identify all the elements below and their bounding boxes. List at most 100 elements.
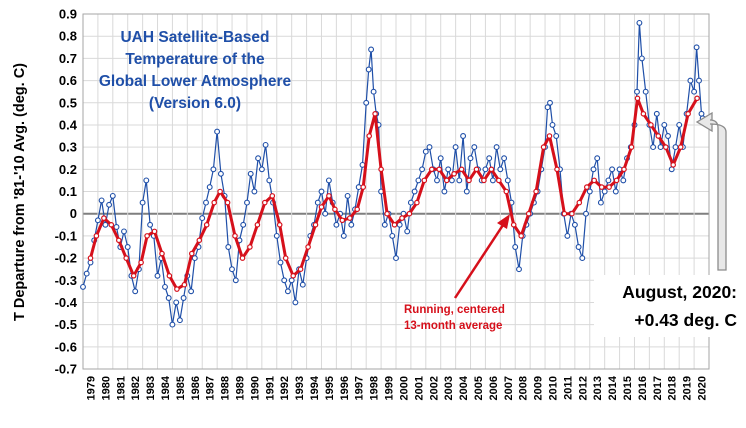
y-tick-label: 0.7 <box>59 51 77 66</box>
average-point <box>181 281 188 288</box>
monthly-point <box>165 295 172 301</box>
average-point <box>677 144 684 150</box>
average-point <box>261 199 268 206</box>
monthly-point <box>434 177 440 184</box>
monthly-point <box>284 288 291 295</box>
monthly-point <box>471 144 478 151</box>
monthly-point <box>437 155 444 162</box>
x-tick-label: 2004 <box>458 375 470 400</box>
x-tick-label: 2006 <box>488 376 500 400</box>
monthly-point <box>229 266 235 273</box>
monthly-point <box>544 104 551 111</box>
monthly-point <box>365 66 372 73</box>
y-tick-label: 0.6 <box>59 73 77 88</box>
plot-frame <box>82 13 710 370</box>
average-point <box>151 228 158 235</box>
monthly-point <box>575 244 582 250</box>
average-point <box>670 162 677 168</box>
monthly-point <box>98 197 105 204</box>
x-tick-label: 2012 <box>577 376 589 400</box>
average-point <box>312 222 319 228</box>
monthly-point <box>225 244 232 250</box>
monthly-point <box>594 155 601 162</box>
x-tick-label: 1993 <box>294 376 306 400</box>
monthly-point <box>258 166 265 173</box>
x-tick-label: 2020 <box>697 376 709 400</box>
x-tick-label: 2008 <box>518 376 530 400</box>
average-point <box>332 206 338 213</box>
y-tick-label: -0.4 <box>55 295 78 310</box>
x-tick-label: 2010 <box>548 376 560 400</box>
monthly-point <box>411 188 418 195</box>
monthly-point <box>348 221 355 228</box>
monthly-point <box>407 199 414 206</box>
y-tick-label: 0.1 <box>59 184 77 199</box>
annotation-line-2: 13-month average <box>404 320 502 332</box>
y-tick-label: 0.4 <box>59 117 78 132</box>
y-tick-label: -0.3 <box>55 273 77 288</box>
monthly-point <box>154 272 161 279</box>
average-point <box>546 133 553 139</box>
average-point <box>360 184 367 190</box>
monthly-point <box>251 188 258 195</box>
average-point <box>297 266 304 273</box>
monthly-point <box>460 133 467 139</box>
monthly-point <box>612 188 619 195</box>
average-point <box>354 206 361 213</box>
average-point <box>108 222 115 228</box>
average-point <box>391 222 398 228</box>
x-tick-label: 1987 <box>205 376 217 400</box>
average-point <box>503 188 510 195</box>
average-point <box>518 233 525 239</box>
x-tick-labels: 1979 1980 1981 1982 1983 1984 1985 1986 1987 1988… <box>85 375 708 400</box>
monthly-point <box>370 88 377 95</box>
monthly-point <box>672 144 679 151</box>
monthly-point <box>277 259 284 266</box>
monthly-point <box>199 215 206 222</box>
monthly-point <box>203 199 209 206</box>
average-point <box>166 272 173 279</box>
x-tick-label: 1992 <box>279 376 291 400</box>
y-tick-label: -0.1 <box>55 228 77 243</box>
annotation-arrow-line <box>453 221 507 299</box>
average-point <box>583 184 590 190</box>
monthly-point <box>206 184 213 191</box>
average-point <box>326 193 332 199</box>
monthly-point <box>547 99 553 106</box>
monthly-point <box>344 192 351 199</box>
annotation-line-1: Running, centered <box>404 304 505 316</box>
monthly-point <box>687 77 694 84</box>
average-point <box>189 250 195 257</box>
monthly-point <box>273 232 280 239</box>
monthly-point <box>467 155 474 162</box>
x-tick-label: 2000 <box>398 376 410 400</box>
monthly-point <box>214 128 221 135</box>
average-point <box>598 184 605 190</box>
monthly-point <box>691 88 698 95</box>
monthly-point <box>601 188 608 195</box>
annotation-arrow-head <box>497 214 510 229</box>
x-tick-label: 1985 <box>175 376 187 400</box>
monthly-point <box>381 221 388 228</box>
monthly-point <box>597 199 604 206</box>
y-tick-label: -0.5 <box>55 317 77 332</box>
monthly-point <box>638 55 645 62</box>
x-tick-label: 1983 <box>145 376 157 400</box>
average-point <box>414 199 420 206</box>
average-point <box>628 144 635 150</box>
y-axis-label: T Departure from '81-'10 Avg. (deg. C) <box>12 63 28 321</box>
monthly-point <box>288 277 295 284</box>
monthly-point <box>549 121 556 128</box>
average-point <box>318 204 325 210</box>
monthly-point <box>456 177 463 184</box>
x-tick-label: 1986 <box>190 376 202 400</box>
average-point <box>576 199 583 206</box>
monthly-point <box>404 228 411 235</box>
y-tick-label: 0.3 <box>59 140 77 155</box>
x-tick-label: 2017 <box>652 376 664 400</box>
x-tick-label: 1998 <box>369 376 381 400</box>
average-point <box>203 222 210 228</box>
monthly-point <box>102 221 109 228</box>
monthly-point <box>191 255 198 262</box>
average-point <box>282 255 289 261</box>
